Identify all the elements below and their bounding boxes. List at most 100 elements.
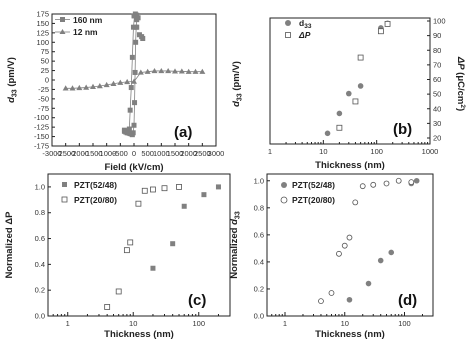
y-tick-label-right-b: 20: [433, 134, 441, 143]
data-point-pzt2080-d: [318, 298, 324, 305]
legend-label-pzt5248-d: PZT(52/48): [292, 180, 335, 190]
data-point-pzt2080-d: [359, 183, 366, 190]
x-tick-label-a: 500: [141, 149, 154, 158]
data-point-12nm: [192, 68, 199, 74]
y-tick-label-right-b: 80: [433, 46, 441, 55]
panel-d-frame: [266, 173, 434, 317]
y-tick-label-right-b: 50: [433, 90, 441, 99]
panel-b-frame: [269, 17, 431, 145]
data-point-160nm: [132, 100, 138, 106]
x-tick-label-a: 1500: [167, 149, 184, 158]
data-point-12nm: [117, 79, 124, 85]
data-point-12nm: [165, 67, 172, 74]
y-tick-label-a: -125: [34, 123, 49, 132]
x-tick-label-a: 2500: [194, 149, 211, 158]
data-point-12nm: [178, 68, 185, 74]
y-tick-label-a: -25: [38, 85, 49, 94]
x-tick-label-a: -1000: [97, 149, 116, 158]
panel-d: 1 10 100 0.0 0.2 0.4 0.6 0.8 1.0 PZT(52/48) PZT(…: [229, 173, 434, 340]
y-tick-label-d: 0.8: [254, 203, 264, 212]
data-point-pzt2080-c: [161, 185, 168, 192]
data-point-dp: [384, 21, 391, 27]
data-point-12nm: [151, 67, 158, 74]
data-point-pzt2080-d: [352, 199, 359, 206]
x-axis-label-c: Thickness (nm): [104, 329, 174, 340]
x-axis-label-d: Thickness (nm): [315, 329, 385, 340]
y-axis-label-a-sub: 33: [12, 89, 19, 97]
data-point-160nm: [140, 36, 146, 42]
data-point-160nm: [131, 122, 137, 128]
legend-label-pzt5248-c: PZT(52/48): [74, 180, 117, 190]
data-point-160nm: [130, 24, 136, 30]
data-point-dp: [357, 54, 364, 61]
panel-d-axes: 1 10 100 0.0 0.2 0.4 0.6 0.8 1.0: [254, 176, 434, 328]
data-point-pzt2080-c: [150, 186, 156, 193]
y-tick-label-right-b: 30: [433, 119, 441, 128]
data-point-160nm: [128, 85, 134, 91]
data-point-pzt2080-d: [346, 234, 353, 241]
y-axis-label-d-sub: 33: [235, 211, 242, 219]
y-axis-label-a-unit: (pm/V): [6, 57, 17, 89]
y-tick-label-a: 75: [41, 47, 49, 56]
panel-c-axes: 1 10 100 0.0 0.2 0.4 0.6 0.8 1.0: [35, 182, 231, 328]
data-point-pzt2080-d: [408, 179, 415, 186]
y-tick-label-c: 0.8: [35, 208, 45, 217]
data-point-pzt5248-d: [346, 296, 353, 303]
data-point-pzt5248-c: [181, 203, 187, 209]
legend-marker-dp: [285, 32, 291, 38]
y-axis-label-b-left-sub: 33: [237, 93, 244, 101]
legend-marker-pzt2080-d: [280, 196, 288, 204]
x-tick-label-a: -2000: [70, 149, 89, 158]
x-tick-label-a: 0: [132, 149, 136, 158]
y-tick-label-c: 0.4: [35, 260, 45, 269]
data-point-160nm: [126, 126, 132, 132]
x-tick-label-a: 3000: [208, 149, 225, 158]
y-tick-label-a: -75: [38, 104, 49, 113]
panel-d-marks: [318, 177, 420, 305]
data-point-pzt2080-d: [336, 250, 342, 257]
legend-marker-pzt5248-c: [62, 182, 67, 187]
panel-c: 1 10 100 0.0 0.2 0.4 0.6 0.8 1.0 PZT(52/48) PZT(…: [4, 173, 231, 340]
data-point-pzt2080-c: [123, 247, 130, 254]
y-tick-label-d: 1.0: [254, 176, 264, 185]
data-point-d33: [345, 90, 352, 97]
x-tick-label-b: 10: [319, 147, 327, 156]
data-point-12nm: [124, 78, 131, 85]
y-tick-label-d: 0.6: [254, 230, 264, 239]
data-point-12nm: [69, 85, 76, 91]
data-point-12nm: [83, 84, 90, 90]
legend-label-d33-sub: 33: [304, 23, 312, 30]
x-tick-label-d: 1: [283, 319, 287, 328]
data-point-160nm: [129, 54, 135, 60]
data-point-12nm: [158, 67, 165, 74]
data-point-160nm: [127, 107, 133, 113]
legend-label-dp: ΔP: [298, 30, 311, 40]
data-point-12nm: [185, 68, 192, 74]
y-axis-label-b-right-sup: 2: [459, 104, 466, 108]
y-axis-label-a-main: d: [6, 97, 17, 103]
y-axis-label-b-right-unit: (μC/cm: [455, 70, 466, 105]
y-tick-label-a: -100: [34, 113, 49, 122]
y-tick-label-c: 0.2: [35, 286, 45, 295]
y-axis-label-a: d33 (pm/V): [6, 57, 19, 103]
y-tick-label-right-b: 70: [433, 60, 441, 69]
data-point-pzt2080-d: [395, 177, 402, 184]
x-tick-label-a: -3000: [42, 149, 61, 158]
panel-label-d: (d): [398, 292, 417, 309]
data-point-d33: [336, 110, 343, 117]
data-point-pzt2080-d: [328, 290, 335, 296]
panel-label-a: (a): [174, 124, 192, 141]
y-axis-label-b-left-unit: (pm/V): [231, 61, 242, 93]
x-axis-label-b: Thickness (nm): [315, 160, 385, 171]
panel-a: -3000-2500-2000-1500-1000-500 0 500 1000150…: [6, 10, 224, 174]
data-point-pzt5248-d: [365, 280, 372, 287]
y-tick-label-a: 50: [41, 57, 49, 66]
data-point-12nm: [62, 85, 69, 91]
data-point-12nm: [137, 69, 144, 75]
x-tick-label-a: -1500: [83, 149, 102, 158]
data-point-pzt2080-c: [141, 187, 148, 194]
y-tick-label-a: -50: [38, 94, 49, 103]
legend-label-d33-main: d: [299, 18, 304, 28]
legend-marker-pzt2080-c: [61, 196, 68, 203]
